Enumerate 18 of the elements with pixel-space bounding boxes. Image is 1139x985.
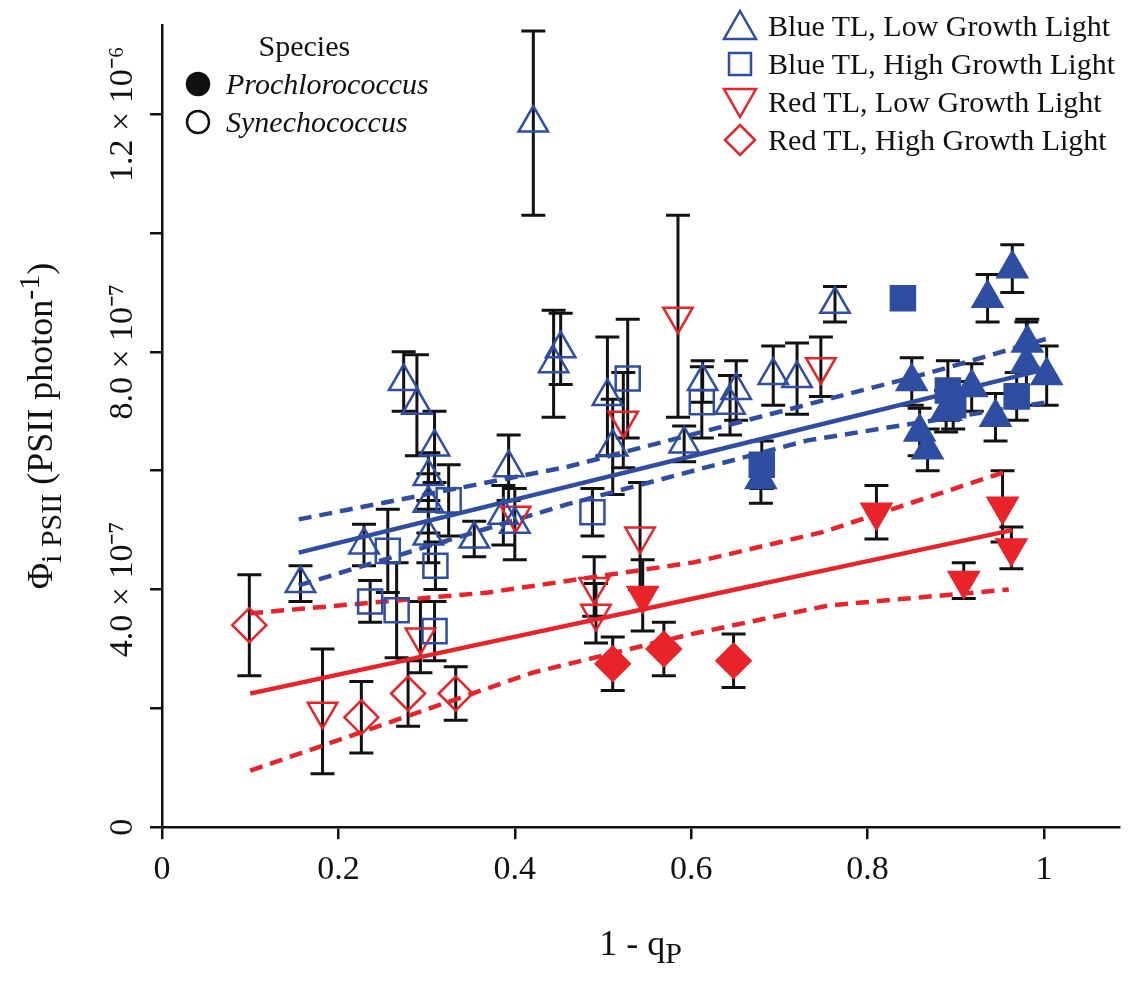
x-tick-label: 0.4 [493,848,537,886]
y-tick-label: 0 [101,818,139,836]
x-tick-label: 0.8 [846,848,889,886]
x-tick-label: 0.6 [669,848,713,886]
y-tick-label: 4.0 × 10⁻⁷ [101,521,139,658]
y-tick-label: 8.0 × 10⁻⁷ [101,284,139,420]
x-tick-label: 1 [1035,848,1053,886]
legend-title: Species [257,28,352,64]
annotation: Prochlorococcus [226,66,429,102]
legend-label: Red TL, Low Growth Light [768,84,1102,120]
x-axis-title: 1 - q$_{P}$ [599,922,682,971]
y-tick-label: 1.2 × 10⁻⁶ [101,46,139,182]
annotation: Synechococcus [226,104,408,140]
legend-label: Blue TL, Low Growth Light [768,8,1110,44]
legend-label: Red TL, High Growth Light [768,122,1107,158]
x-tick-label: 0.2 [317,848,360,886]
legend-label: Blue TL, High Growth Light [768,46,1115,82]
x-tick-label: 0 [153,848,171,886]
